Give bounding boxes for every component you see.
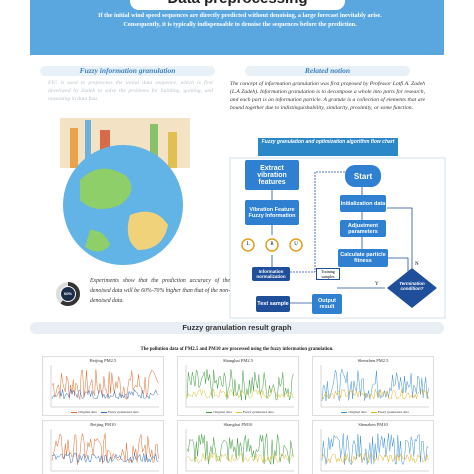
- section-text: FIG is used to preprocess the initial da…: [48, 80, 213, 102]
- decorative-signal: [186, 433, 294, 465]
- legend-label: Fuzzy granulated data: [107, 410, 139, 414]
- legend: Original data Fuzzy granulated data: [313, 410, 433, 414]
- panel-plot: [50, 429, 159, 472]
- circle-label: L: [246, 242, 250, 247]
- legend-label: Original data: [213, 410, 232, 414]
- circle-label: R: [270, 242, 274, 247]
- section-heading: Related notion: [245, 66, 410, 76]
- legend: Original data Fuzzy granulated data: [43, 410, 163, 414]
- flow-node: Calculate particle fitness: [338, 249, 388, 267]
- donut-center: [61, 287, 75, 301]
- panel-title: Beijing PM10: [90, 422, 116, 427]
- decorative-signal: [186, 452, 294, 464]
- legend: Original data Fuzzy granulated data: [178, 410, 298, 414]
- flow-node: Extract vibration features: [245, 160, 299, 190]
- result-panel: Beijing PM2.5 Original data Fuzzy granulat…: [42, 356, 164, 416]
- section-heading: Fuzzy information granulation: [40, 66, 215, 76]
- panel-title: Beijing PM2.5: [89, 358, 117, 363]
- section-text: The concept of information granulation w…: [230, 81, 425, 111]
- building: [150, 124, 158, 168]
- bottom-caption: The pollution data of PM2.5 and PM10 are…: [140, 347, 334, 352]
- panel-plot: [320, 429, 429, 472]
- circle-label: U: [294, 242, 298, 247]
- decorative-signal: [51, 433, 159, 465]
- fuzzy-circles: [241, 238, 303, 252]
- legend-swatch: [235, 411, 242, 413]
- intro: If the initial wind speed sequences are …: [98, 12, 382, 28]
- decorative-signal: [186, 388, 294, 400]
- flow-node: Initialization data: [340, 195, 386, 212]
- land: [80, 168, 132, 209]
- bottom-heading: Fuzzy granulation result graph: [182, 323, 292, 332]
- decorative-signal: [321, 388, 429, 400]
- building: [168, 132, 177, 168]
- decorative-signal: [321, 433, 429, 466]
- land: [127, 211, 168, 250]
- bottom-heading-bg: [30, 322, 444, 334]
- globe: [63, 145, 183, 265]
- percent-label: 60%: [63, 291, 72, 296]
- result-panel: Shenzhen PM2.5 Original data Fuzzy granula…: [312, 356, 434, 416]
- legend-label: Fuzzy granulated data: [377, 410, 409, 414]
- flow-node: Information normalization: [252, 267, 290, 281]
- decorative-signal: [51, 452, 159, 464]
- panel-plot: [185, 429, 294, 472]
- flow-title: Fuzzy granulation and optimization algor…: [261, 139, 395, 145]
- panel-title: Shanghai PM2.5: [222, 358, 253, 363]
- legend-label: Original data: [348, 410, 367, 414]
- flow-node: Output result: [312, 294, 342, 314]
- flow-node: Start: [345, 165, 381, 187]
- building: [85, 120, 91, 168]
- legend-swatch: [206, 411, 213, 413]
- decorative-signal: [51, 389, 159, 400]
- decorative-signal: [186, 369, 294, 401]
- flow-title-bg: [258, 138, 398, 156]
- panel-title: Shenzhen PM2.5: [357, 358, 389, 363]
- legend-label: Fuzzy granulated data: [242, 410, 274, 414]
- legend-swatch: [341, 411, 348, 413]
- decision-label: Termination condition?: [399, 281, 425, 291]
- building: [70, 128, 78, 168]
- donut-fill: [56, 282, 80, 306]
- land: [85, 230, 110, 252]
- branch-label: Y: [375, 282, 379, 287]
- decision-diamond: [387, 268, 437, 308]
- panel-plot: [320, 365, 429, 408]
- flow-node: Training samples: [316, 268, 340, 280]
- legend-swatch: [71, 411, 78, 413]
- flow-node: Vibration Feature Fuzzy Information: [245, 200, 299, 225]
- earth-illustration: [60, 118, 190, 265]
- legend-swatch: [370, 411, 377, 413]
- panel-plot: [185, 365, 294, 408]
- flow-node: Test sample: [256, 296, 290, 312]
- legend-label: Original data: [78, 410, 97, 414]
- flow-node: Adjustment parameters: [340, 220, 386, 237]
- decorative-signal: [321, 452, 429, 464]
- title: Data preprocessing: [130, 0, 345, 10]
- panel-title: Shenzhen PM10: [358, 422, 388, 427]
- panel-title: Shanghai PM10: [223, 422, 253, 427]
- panel-plot: [50, 365, 159, 408]
- legend-swatch: [100, 411, 107, 413]
- result-panel: Shanghai PM2.5 Original data Fuzzy granula…: [177, 356, 299, 416]
- result-text: Experiments show that the prediction acc…: [90, 278, 230, 304]
- flow-arrows: [271, 171, 413, 304]
- branch-label: N: [415, 262, 419, 267]
- decorative-signal: [321, 368, 429, 402]
